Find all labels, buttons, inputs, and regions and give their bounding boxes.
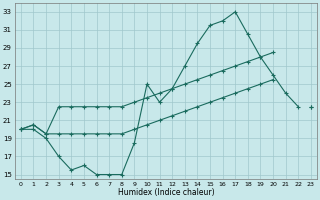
X-axis label: Humidex (Indice chaleur): Humidex (Indice chaleur) — [117, 188, 214, 197]
